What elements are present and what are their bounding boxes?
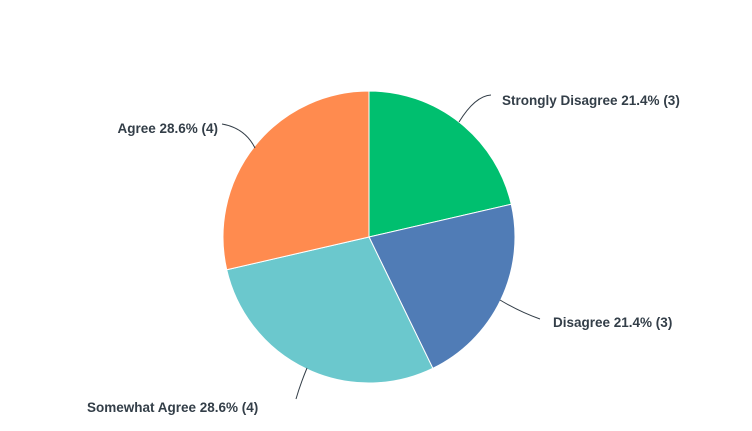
data-label: Disagree 21.4% (3) — [553, 315, 672, 330]
data-label: Agree 28.6% (4) — [117, 121, 218, 136]
pie-slice-agree — [222, 90, 370, 271]
leader-line — [499, 299, 541, 320]
leader-line — [221, 123, 256, 149]
data-label: Strongly Disagree 21.4% (3) — [502, 93, 680, 108]
data-label: Somewhat Agree 28.6% (4) — [87, 400, 258, 415]
leader-line — [295, 367, 308, 400]
pie-slice-strongly-disagree — [368, 90, 512, 238]
leader-line — [458, 94, 492, 123]
pie-slice-somewhat-agree — [226, 236, 434, 384]
